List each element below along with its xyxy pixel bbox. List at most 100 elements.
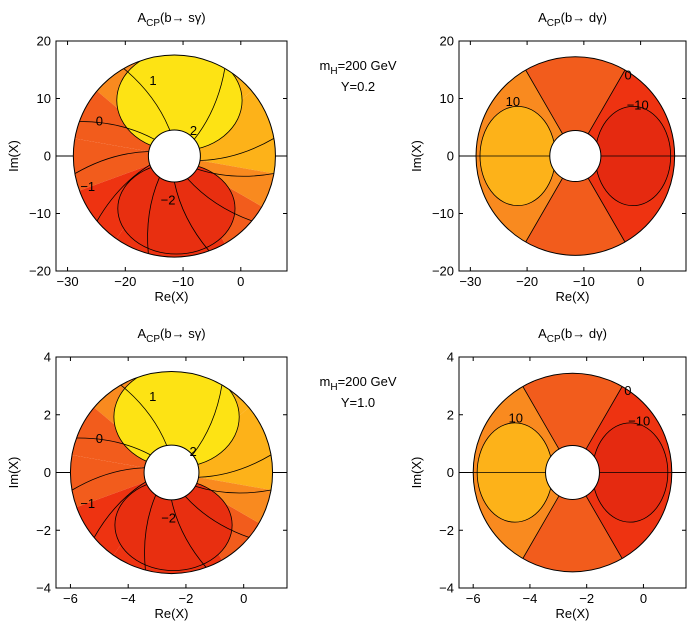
- annotation-y-top: Y=0.2: [341, 79, 375, 94]
- contour-line-8: [195, 485, 272, 494]
- y-tick-label: 2: [447, 407, 454, 422]
- contour-line-1: [525, 69, 563, 135]
- contour-label: 10: [509, 411, 523, 426]
- x-tick-label: −10: [172, 274, 194, 289]
- contour-label: −1: [80, 179, 95, 194]
- y-tick-label: 4: [447, 350, 454, 365]
- x-tick-label: 0: [640, 591, 647, 606]
- contour-label: 0: [96, 431, 103, 446]
- y-tick-label: −2: [439, 523, 454, 538]
- contour-line-3: [585, 495, 623, 559]
- contour-label: −2: [161, 193, 176, 208]
- contour-line-0: [587, 69, 626, 135]
- contour-line-9: [198, 454, 272, 478]
- region-8: [195, 477, 272, 524]
- contour-line-3: [74, 151, 149, 174]
- contour-line-6: [171, 499, 207, 568]
- chart-title: ACP(b→ sγ): [137, 10, 205, 29]
- y-axis-label: Im(X): [409, 140, 424, 172]
- y-axis-label: Im(X): [6, 140, 21, 172]
- contour-line-2: [525, 177, 563, 243]
- contour-label: 0: [624, 67, 631, 82]
- contour-label: 2: [190, 444, 197, 459]
- x-tick-label: 0: [637, 274, 644, 289]
- x-tick-label: −30: [57, 274, 79, 289]
- region-8: [196, 160, 274, 207]
- contour-line-3: [71, 467, 145, 491]
- x-tick-label: −6: [466, 591, 481, 606]
- contour-label: −2: [161, 510, 176, 525]
- y-tick-label: −20: [432, 264, 454, 279]
- contour-lines: [476, 69, 675, 243]
- x-tick-label: −4: [523, 591, 538, 606]
- contour-label: 0: [96, 113, 103, 128]
- y-tick-label: 10: [37, 91, 51, 106]
- region-3: [71, 407, 151, 468]
- contour-line-5: [144, 494, 157, 571]
- contour-line-0: [585, 386, 623, 450]
- x-axis-label: Re(X): [556, 289, 590, 304]
- contour-label: −10: [628, 414, 650, 429]
- chart-panel-s-gamma-bottom: 1 0 2 −1 −2 −6 −4 −2 0 −4 −2 0 2 4 Re(X) Im(X) ACP(b→ sγ…: [6, 326, 288, 621]
- contour-line-3: [587, 177, 626, 243]
- contour-label: −1: [80, 496, 95, 511]
- region-3: [522, 495, 623, 572]
- contour-label: 1: [149, 73, 156, 88]
- region-1: [522, 373, 623, 450]
- x-axis-label: Re(X): [556, 606, 590, 621]
- contour-line-8: [196, 168, 275, 177]
- x-tick-label: −20: [114, 274, 136, 289]
- contour-label: 1: [149, 389, 156, 404]
- inner-hole: [545, 445, 600, 500]
- y-tick-label: 20: [37, 34, 51, 49]
- chart-panel-d-gamma-top: 0 10 −10 −30 −20 −10 0 −20 −10 0 10 20 Re(X) Im(X) ACP…: [409, 10, 687, 304]
- contour-line-1: [120, 384, 168, 446]
- contour-label: 10: [506, 94, 520, 109]
- region-3: [525, 178, 625, 256]
- y-tick-label: −2: [36, 523, 51, 538]
- contour-line-2: [79, 121, 155, 140]
- contour-label: 0: [624, 383, 631, 398]
- x-tick-label: 0: [240, 591, 247, 606]
- contour-line-1: [123, 68, 171, 131]
- y-tick-label: 0: [44, 149, 51, 164]
- contour-lines: [473, 386, 672, 559]
- y-axis-label: Im(X): [409, 457, 424, 489]
- x-tick-label: −2: [579, 591, 594, 606]
- x-tick-label: −2: [179, 591, 194, 606]
- x-axis-label: Re(X): [155, 606, 189, 621]
- y-tick-label: 0: [447, 149, 454, 164]
- y-tick-label: −10: [432, 206, 454, 221]
- x-tick-label: 0: [237, 274, 244, 289]
- contour-lines: [74, 68, 275, 254]
- contour-line-5: [147, 177, 160, 254]
- contour-line-0: [193, 68, 226, 140]
- y-tick-label: 0: [447, 465, 454, 480]
- contour-line-7: [184, 495, 250, 538]
- x-tick-label: −6: [63, 591, 78, 606]
- y-tick-label: 0: [44, 465, 51, 480]
- annotation-mh-top: mH=200 GeV: [320, 58, 397, 77]
- contour-line-7: [187, 178, 253, 222]
- inner-hole: [143, 444, 200, 501]
- chart-title: ACP(b→ sγ): [137, 326, 205, 345]
- contour-lobes: [116, 54, 243, 255]
- y-tick-label: −20: [29, 264, 51, 279]
- y-tick-label: −4: [439, 581, 454, 596]
- region-0: [192, 407, 273, 491]
- contour-line-2: [76, 437, 151, 456]
- x-tick-label: −20: [516, 274, 538, 289]
- contour-label: −10: [627, 97, 649, 112]
- chart-title: ACP(b→ dγ): [538, 10, 607, 29]
- x-tick-label: −4: [121, 591, 136, 606]
- y-axis-label: Im(X): [6, 457, 21, 489]
- contour-line-1: [522, 386, 560, 450]
- region-0: [194, 91, 276, 174]
- inner-hole: [147, 129, 201, 183]
- region-4: [70, 454, 146, 508]
- contour-label: 2: [190, 123, 197, 138]
- contour-line-9: [199, 138, 275, 161]
- region-1: [525, 56, 625, 134]
- contour-line-4: [96, 164, 151, 222]
